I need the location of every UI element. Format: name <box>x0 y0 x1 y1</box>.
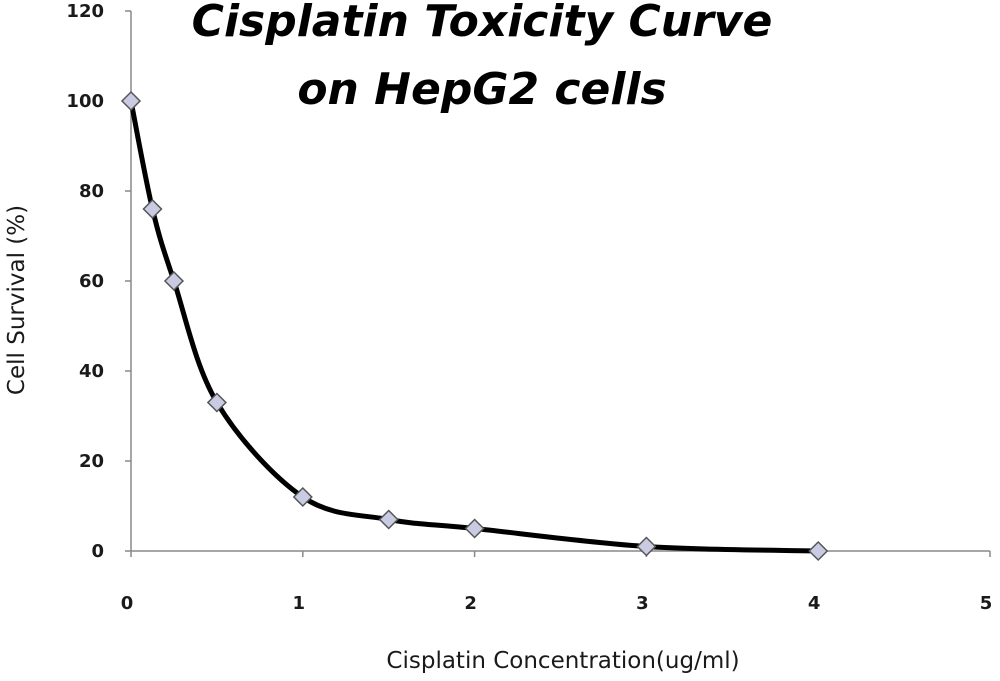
data-point-marker <box>163 270 185 292</box>
data-point-marker <box>292 486 313 508</box>
markers <box>120 90 829 562</box>
x-axis-title: Cisplatin Concentration(ug/ml) <box>386 648 739 674</box>
x-tick-label: 3 <box>636 593 649 614</box>
series <box>128 98 821 554</box>
data-point-marker <box>808 540 829 562</box>
x-tick-label: 5 <box>980 593 993 614</box>
data-point-marker <box>206 392 227 413</box>
data-point-marker <box>464 518 485 539</box>
data-point-marker <box>636 536 657 557</box>
y-tick-label: 120 <box>66 1 104 22</box>
x-tick-label: 1 <box>293 593 306 614</box>
data-point-marker <box>120 90 142 112</box>
chart-title-line-1: Cisplatin Toxicity Curve <box>192 0 773 47</box>
x-tick-label: 2 <box>464 593 477 614</box>
data-point-marker <box>142 198 163 220</box>
tick-labels: 0 20 40 60 80 100 120 0 1 2 3 4 5 <box>66 1 992 614</box>
y-tick-label: 60 <box>79 271 104 292</box>
y-tick-label: 80 <box>79 181 104 202</box>
y-tick-label: 40 <box>79 361 104 382</box>
chart-title-line-2: on HepG2 cells <box>297 64 666 115</box>
y-axis-title: Cell Survival (%) <box>4 205 30 395</box>
x-tick-label: 4 <box>808 593 821 614</box>
series-line <box>128 98 821 554</box>
data-point-marker <box>378 509 399 530</box>
y-tick-label: 20 <box>79 451 104 472</box>
y-tick-label: 0 <box>91 541 104 562</box>
y-tick-label: 100 <box>66 91 104 112</box>
x-tick-label: 0 <box>121 593 134 614</box>
